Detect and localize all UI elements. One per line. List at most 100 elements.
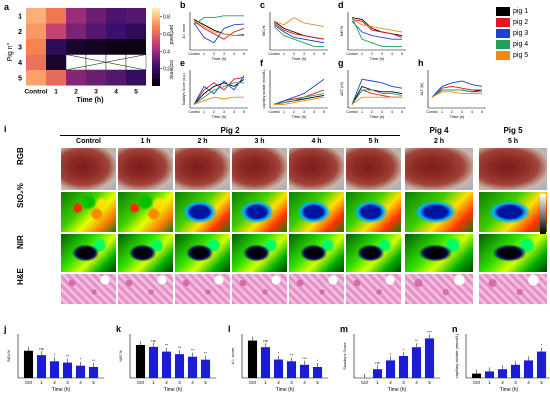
x-tick-label: 2	[371, 110, 373, 114]
column-header-pig4: 2 h	[433, 138, 445, 145]
legend-item: pig 5	[496, 50, 548, 61]
line-panel-xlabel: Time (h)	[292, 56, 307, 61]
series-line-pig4	[351, 89, 403, 105]
line-panel-b: b A.I. score Control 1 2 3 4 5 Time (h)	[180, 0, 248, 61]
image-tile	[289, 192, 344, 232]
heatmap-cell	[66, 8, 86, 24]
significance-label: *	[80, 357, 82, 362]
bar	[536, 351, 547, 378]
line-panel-c: c StO₂% Control 1 2 3 4 5 Time (h)	[260, 0, 328, 61]
x-tick-label: 1	[441, 110, 443, 114]
bar-category-label: 5	[204, 380, 207, 385]
heatmap-cell	[126, 39, 146, 55]
heatmap-cell-missing	[65, 54, 87, 71]
legend-label: pig 4	[513, 41, 529, 48]
legend-item: pig 4	[496, 39, 548, 50]
group-header-pig4: Pig 4	[429, 126, 449, 135]
line-panel-xlabel: Time (h)	[212, 56, 227, 61]
x-tick-label: 3	[303, 52, 305, 56]
series-line-pig2	[193, 76, 245, 105]
x-tick-label: 5	[401, 52, 403, 56]
bar-panel-xlabel: Time (h)	[388, 387, 407, 393]
bar-category-label: 4	[303, 380, 306, 385]
bar	[471, 373, 482, 378]
bar-panel-ylabel: capillary lactate (mmol/L)	[454, 333, 459, 378]
series-line-pig3	[431, 80, 483, 98]
x-tick-label: 3	[223, 110, 225, 114]
legend-label: pig 3	[513, 30, 529, 37]
x-tick-label: 4	[313, 52, 315, 56]
heatmap-cell	[46, 23, 66, 39]
bar	[312, 367, 323, 378]
panel-letter-h: h	[418, 58, 424, 68]
bar-panel-l: l A.I. score Ctrl ns 1 * 2 ** 3 *** 4 * 5 Time (h)	[228, 324, 328, 393]
image-tile	[232, 234, 287, 272]
heatmap-cell	[26, 23, 46, 39]
legend-item: pig 1	[496, 6, 548, 17]
panel-letter-f: f	[260, 58, 264, 68]
heatmap-cell	[86, 39, 106, 55]
significance-label: *	[278, 351, 280, 356]
row-label-2: NIR	[16, 235, 25, 249]
bar	[75, 365, 86, 378]
significance-label: **	[66, 354, 70, 359]
image-tile	[61, 192, 116, 232]
significance-label: **	[415, 338, 419, 343]
series-line-pig5	[273, 17, 325, 28]
bar	[411, 347, 422, 378]
x-tick-label: 4	[233, 52, 235, 56]
bar-category-label: 5	[540, 380, 543, 385]
image-tile-pig4	[405, 234, 473, 272]
colorbar-tick-label: 0.6	[163, 32, 170, 38]
image-tile-pig4	[405, 148, 473, 190]
legend-swatch	[496, 29, 510, 38]
image-tile	[232, 148, 287, 190]
image-tile	[175, 274, 230, 304]
colorbar-top-label: perfused	[168, 25, 174, 45]
image-tile	[61, 274, 116, 304]
series-line-pig1	[351, 85, 403, 105]
x-tick-label: 5	[243, 110, 245, 114]
significance-label: **	[191, 348, 195, 353]
group-underline	[60, 135, 400, 136]
x-tick-label: 5	[401, 110, 403, 114]
significance-label: ***	[302, 356, 307, 361]
image-tile-pig4	[405, 274, 473, 304]
bar-category-label: 4	[415, 380, 418, 385]
significance-label: **	[204, 351, 208, 356]
x-tick-label: 1	[361, 110, 363, 114]
legend-label: pig 2	[513, 19, 529, 26]
column-header: 1 h	[140, 138, 151, 145]
heatmap-cell	[86, 8, 106, 24]
bar	[273, 359, 284, 378]
series-line-pig3	[273, 24, 325, 44]
bar	[523, 360, 534, 378]
line-panel-xlabel: Time (h)	[450, 114, 465, 119]
heatmap-ylabel: Pig n°	[6, 42, 14, 61]
bar-category-label: 5	[316, 380, 319, 385]
line-panel-xlabel: Time (h)	[292, 114, 307, 119]
series-line-pig4	[193, 82, 244, 105]
heatmap-cell	[126, 70, 146, 86]
colorbar-tick-label: 0.2	[163, 67, 170, 73]
image-tile	[118, 148, 173, 190]
bar-panel-j: j StO₂% Ctrl ns 1 * 2 ** 3 * 4 ** 5 Time (h)	[3, 324, 104, 393]
bar	[49, 361, 60, 378]
series-line-pig4	[273, 93, 325, 105]
bar-panel-ylabel: Suzuky's Score	[342, 342, 347, 370]
series-line-pig2	[431, 85, 482, 98]
x-tick-label: Control	[346, 110, 358, 114]
significance-label: **	[290, 352, 294, 357]
bar	[135, 345, 146, 378]
line-panel-xlabel: Time (h)	[370, 114, 385, 119]
series-line-pig3	[351, 78, 403, 105]
bar-category-label: 3	[66, 380, 69, 385]
panel-letter-i: i	[4, 124, 7, 134]
bar-panel-xlabel: Time (h)	[164, 387, 183, 393]
line-panel-ylabel: A.I. score	[182, 24, 186, 39]
line-panel-d: d NIR % Control 1 2 3 4 5 Time (h)	[338, 0, 406, 61]
heatmap-cell	[66, 39, 86, 55]
panel-letter-j: j	[3, 324, 7, 334]
bar-category-label: 2	[165, 380, 168, 385]
bar-category-label: 1	[264, 380, 267, 385]
